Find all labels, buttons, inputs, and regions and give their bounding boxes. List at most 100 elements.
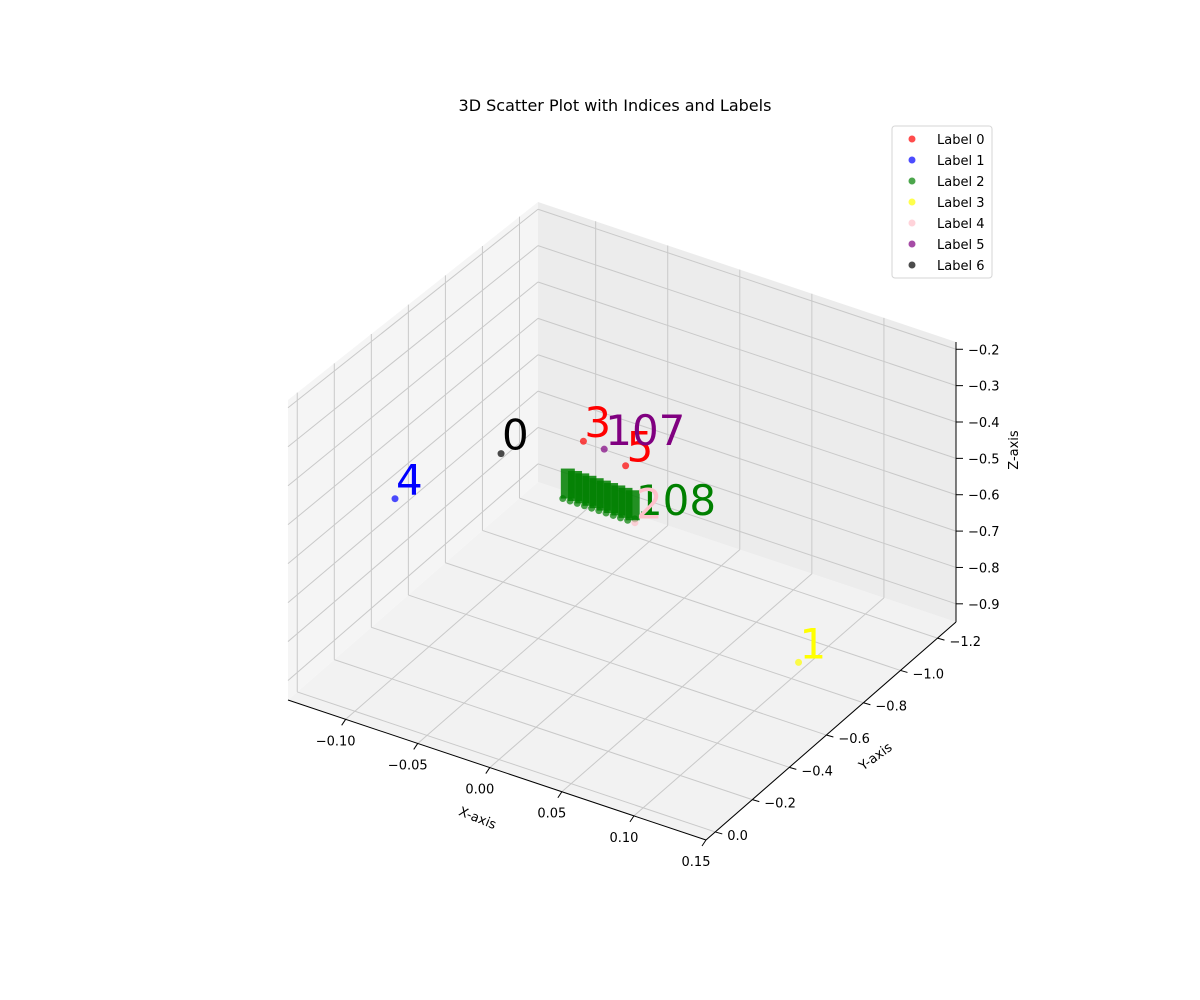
grid-line-z-back <box>537 208 957 350</box>
x-tick-label: 0.15 <box>682 855 711 870</box>
grid-line-z-left <box>287 317 539 526</box>
left-pane <box>288 202 538 700</box>
x-tick-mark <box>413 743 419 750</box>
x-tick-label: −0.10 <box>316 734 356 749</box>
legend-marker <box>908 177 916 185</box>
point-index-labels: 35 4 108 1 2 107 0 <box>396 398 826 668</box>
grid-line-x-floor <box>345 500 596 720</box>
y-tick-mark <box>715 831 723 835</box>
y-tick-mark <box>826 734 834 738</box>
x-tick-label: −0.05 <box>388 758 428 773</box>
legend-entry: Label 0 <box>937 133 984 148</box>
data-point-label-4 <box>631 519 639 527</box>
x-axis-line <box>287 699 707 841</box>
z-tick-label: −0.4 <box>968 416 1000 431</box>
point-index-label: 108 <box>636 476 716 525</box>
grid-line-z-left <box>287 354 539 565</box>
grid-line-z-back <box>537 281 957 423</box>
y-tick-label: −0.8 <box>875 700 907 715</box>
point-index-label: 2 <box>636 480 663 529</box>
grid-line-y-floor <box>371 626 790 768</box>
data-point-label-0 <box>622 462 630 470</box>
grid-line-z-left <box>287 208 539 409</box>
y-tick-mark <box>900 669 908 673</box>
point-index-label: 3 <box>584 398 611 447</box>
legend: Label 0 Label 1 Label 2 Label 3 Label 4 Label… <box>891 125 993 279</box>
y-tick-label: −1.2 <box>949 635 981 650</box>
legend-entry: Label 3 <box>937 196 984 211</box>
data-point-label-5 <box>600 445 608 453</box>
y-tick-mark <box>937 637 945 641</box>
point-index-label: 107 <box>605 406 685 455</box>
grid-line-z-back <box>537 245 957 387</box>
grid-line-x-floor <box>489 549 741 768</box>
x-tick-mark <box>485 767 491 774</box>
legend-entry: Label 4 <box>937 217 984 232</box>
y-tick-mark <box>789 766 797 770</box>
grid-line-x-floor <box>561 573 813 793</box>
axis-panes <box>288 202 956 840</box>
x-tick-mark <box>701 839 707 847</box>
grid-line-z-left <box>287 427 539 642</box>
overlapping-label-block <box>625 490 640 521</box>
point-index-label: 1 <box>800 619 827 668</box>
x-tick-label: 0.00 <box>465 783 494 798</box>
z-tick-label: −0.2 <box>968 343 1000 358</box>
legend-marker <box>908 198 916 206</box>
legend-entry: Label 1 <box>937 154 984 169</box>
legend-entry: Label 2 <box>937 175 984 190</box>
y-axis-line <box>705 621 957 841</box>
z-tick-label: −0.6 <box>968 489 1000 504</box>
y-tick-label: −0.2 <box>764 797 796 812</box>
grid-line-x-floor <box>633 597 885 817</box>
z-tick-label: −0.7 <box>968 525 1000 540</box>
grid-line-y-floor <box>297 691 716 833</box>
grid-line-y-floor <box>519 497 938 639</box>
grid-line-y-floor <box>482 529 901 671</box>
x-axis-label: X-axis <box>456 804 498 833</box>
tick-labels: −0.10 −0.05 0.00 0.05 0.10 0.15 0.0 −0.2 −0.4 −0.… <box>316 343 1000 870</box>
legend-marker <box>908 261 916 269</box>
y-tick-mark <box>752 799 760 803</box>
grid-line-z-left <box>287 463 539 681</box>
grid-line-z-back <box>537 426 957 568</box>
grid-line-x-floor <box>417 525 669 744</box>
grid-line-z-back <box>537 317 957 459</box>
legend-marker <box>908 156 916 164</box>
y-tick-mark <box>863 702 871 706</box>
z-tick-label: −0.3 <box>968 380 1000 395</box>
grid-line-z-back <box>537 354 957 496</box>
legend-marker <box>908 219 916 227</box>
z-tick-label: −0.9 <box>968 598 1000 613</box>
x-tick-label: 0.10 <box>609 831 638 846</box>
point-index-label: 0 <box>502 411 529 460</box>
axis-lines <box>287 342 957 841</box>
x-tick-mark <box>557 791 563 799</box>
grid-line-z-left <box>287 245 539 448</box>
legend-entry: Label 6 <box>937 259 984 274</box>
y-tick-label: −0.4 <box>801 764 833 779</box>
grid-line-y-floor <box>334 659 753 801</box>
z-tick-label: −0.8 <box>968 561 1000 576</box>
z-axis-label: Z-axis <box>1007 430 1022 470</box>
y-tick-label: 0.0 <box>727 829 748 844</box>
grid-line-z-back <box>537 390 957 532</box>
z-tick-label: −0.5 <box>968 452 1000 467</box>
y-tick-label: −1.0 <box>912 667 944 682</box>
back-pane <box>538 202 956 622</box>
point-index-label: 5 <box>627 423 654 472</box>
grid-line-y-floor <box>408 594 827 736</box>
y-tick-label: −0.6 <box>838 732 870 747</box>
legend-entry: Label 5 <box>937 238 984 253</box>
chart-title: 3D Scatter Plot with Indices and Labels <box>459 96 772 115</box>
x-tick-mark <box>629 815 635 823</box>
floor-pane <box>288 482 956 840</box>
grid-line-y-floor <box>445 562 864 704</box>
grid-lines <box>287 208 957 841</box>
point-index-label: 4 <box>396 456 423 505</box>
data-point-label-6 <box>497 450 505 458</box>
legend-box <box>891 125 993 279</box>
x-tick-mark <box>341 719 347 726</box>
data-point-label-1 <box>391 495 399 503</box>
